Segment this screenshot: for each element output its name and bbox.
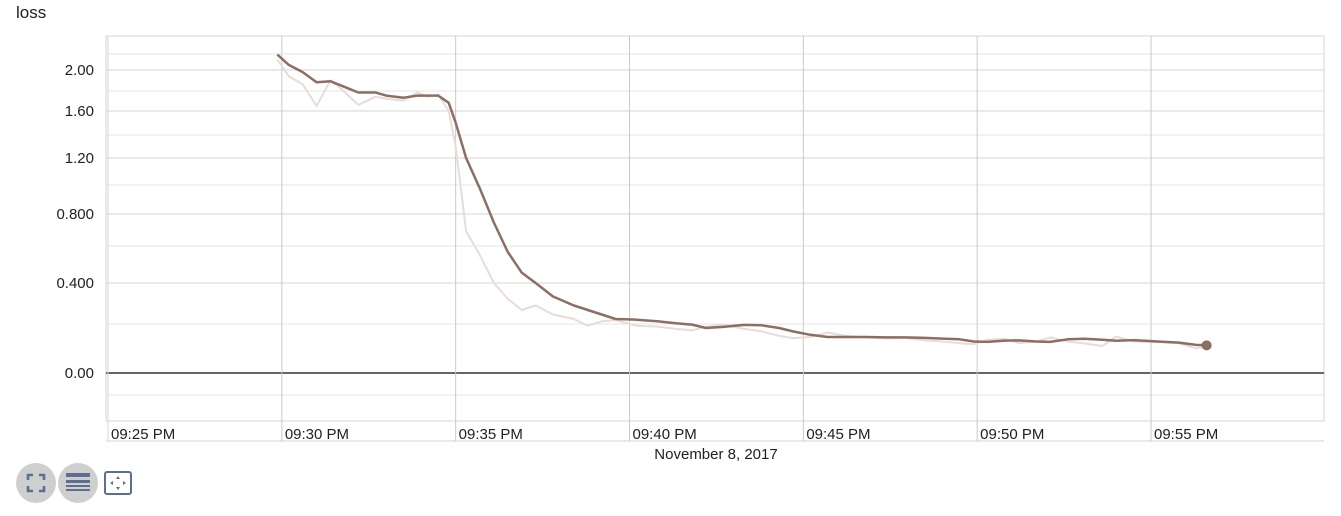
axes: 0.00 0.400 0.800 1.20 1.60 2.00 09:25 PM 09:30 …	[56, 62, 1218, 443]
chart-plot: 0.00 0.400 0.800 1.20 1.60 2.00 09:25 PM 09:30 …	[56, 35, 1325, 463]
x-tick-label: 09:30 PM	[285, 426, 349, 443]
y-tick-label: 0.400	[56, 275, 94, 292]
y-tick-label: 2.00	[65, 62, 94, 79]
fullscreen-icon	[26, 473, 46, 493]
x-tick-label: 09:25 PM	[111, 426, 175, 443]
y-tick-label: 1.60	[65, 103, 94, 120]
x-tick-label: 09:55 PM	[1154, 426, 1218, 443]
smoothed-loss-line	[276, 53, 1207, 347]
raw-loss-line	[276, 59, 1207, 350]
x-tick-label: 09:50 PM	[980, 426, 1044, 443]
grid	[105, 35, 1325, 442]
x-tick-label: 09:40 PM	[633, 426, 697, 443]
plot-frame	[105, 35, 1325, 422]
x-tick-label: 09:45 PM	[806, 426, 870, 443]
data-list-button[interactable]	[58, 463, 98, 503]
x-tick-label: 09:35 PM	[459, 426, 523, 443]
y-tick-label: 0.800	[56, 206, 94, 223]
fit-domain-icon	[104, 471, 132, 495]
y-tick-label: 0.00	[65, 365, 94, 382]
data-list-icon	[66, 473, 90, 491]
chart-toolbar	[16, 463, 136, 503]
series-layer	[276, 53, 1212, 351]
y-tick-label: 1.20	[65, 150, 94, 167]
last-point-marker	[1201, 340, 1212, 351]
chart-title: loss	[16, 3, 47, 22]
fullscreen-button[interactable]	[16, 463, 56, 503]
fit-domain-button[interactable]	[100, 463, 136, 503]
x-axis-label: November 8, 2017	[654, 446, 777, 463]
